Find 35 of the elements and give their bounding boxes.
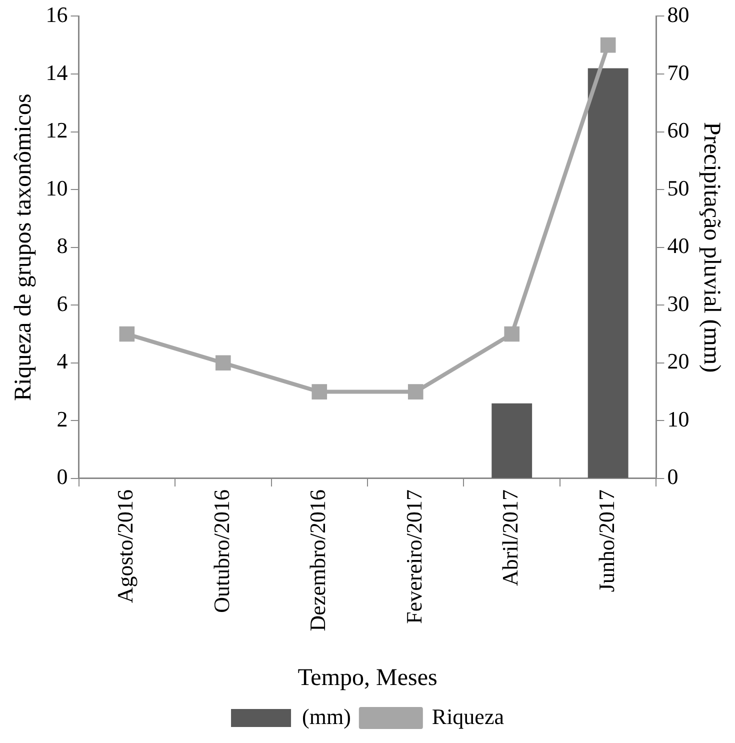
point bbox=[504, 326, 520, 342]
y2-tick-label: 0 bbox=[667, 464, 678, 490]
y2-tick-label: 30 bbox=[667, 290, 690, 316]
y2-axis-title: Precipitação pluvial (mm) bbox=[698, 122, 724, 373]
x-tick-label: Junho/2017 bbox=[594, 489, 619, 592]
y-axis-title: Riqueza de grupos taxonômicos bbox=[10, 94, 37, 401]
y2-tick-label: 40 bbox=[667, 233, 690, 258]
legend-label: (mm) bbox=[302, 704, 351, 729]
x-axis-title: Tempo, Meses bbox=[298, 664, 438, 691]
y2-tick-label: 80 bbox=[667, 2, 690, 27]
y-tick-label: 2 bbox=[56, 406, 68, 432]
x-tick-label: Abril/2017 bbox=[498, 489, 523, 586]
point bbox=[215, 355, 231, 371]
x-tick-label: Outubro/2016 bbox=[208, 489, 234, 613]
x-tick-label: Dezembro/2016 bbox=[305, 489, 330, 632]
y2-tick-label: 70 bbox=[667, 60, 690, 85]
point bbox=[408, 384, 424, 400]
y2-tick-label: 50 bbox=[667, 175, 690, 200]
y2-tick-label: 60 bbox=[667, 118, 690, 143]
y-tick-label: 4 bbox=[56, 348, 68, 374]
y-tick-label: 12 bbox=[46, 118, 68, 143]
y-tick-label: 16 bbox=[46, 2, 68, 27]
x-tick-label: Fevereiro/2017 bbox=[401, 489, 426, 624]
y-tick-label: 6 bbox=[56, 290, 68, 316]
point bbox=[600, 37, 616, 53]
y2-tick-label: 20 bbox=[667, 348, 690, 374]
point bbox=[119, 326, 135, 342]
x-tick-label: Agosto/2016 bbox=[112, 489, 138, 604]
legend-label: Riqueza bbox=[432, 704, 504, 729]
point bbox=[312, 384, 328, 400]
y-tick-label: 10 bbox=[46, 175, 68, 200]
y-tick-label: 14 bbox=[46, 60, 68, 85]
y-tick-label: 0 bbox=[56, 464, 68, 490]
y-tick-label: 8 bbox=[56, 233, 68, 258]
y2-tick-label: 10 bbox=[667, 406, 690, 432]
